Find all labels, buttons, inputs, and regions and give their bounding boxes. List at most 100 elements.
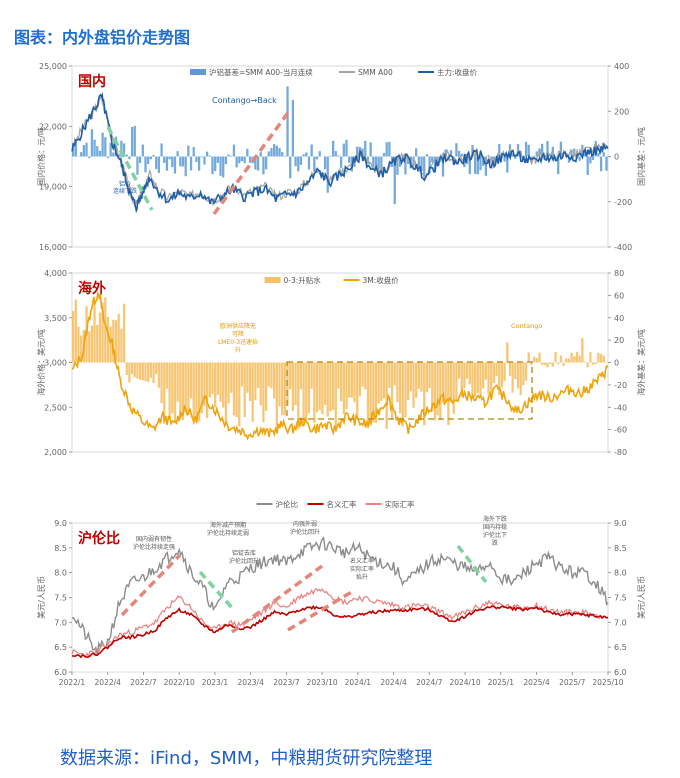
y-axis-title-right: 海外基差：美元/吨 [636, 329, 646, 396]
spread-bar [197, 362, 201, 422]
spread-bar [390, 362, 394, 420]
x-tick-label: 2022/7 [130, 678, 157, 687]
basis-bar [294, 156, 297, 167]
trend-arrow-ratio-down [198, 570, 236, 612]
spread-bar [471, 362, 474, 399]
x-tick-label: 2023/4 [237, 678, 264, 687]
basis-bar [498, 144, 501, 157]
basis-bar [506, 156, 509, 173]
spread-bar [559, 355, 563, 363]
spread-bar [490, 362, 493, 394]
y-tick-label-right: -400 [614, 243, 632, 252]
annotation-price-drop: 连续下跌 [113, 187, 137, 195]
annotation-destock: 沪伦比回升 [229, 557, 259, 565]
basis-bar [557, 156, 560, 175]
basis-bar [487, 155, 490, 157]
basis-bar [157, 156, 161, 173]
spread-bar [128, 362, 131, 383]
spread-bar [74, 299, 77, 363]
panel-label: 国内 [78, 73, 106, 90]
data-source-note: 数据来源：iFind，SMM，中粮期货研究院整理 [60, 748, 433, 769]
spread-bar [232, 362, 236, 416]
basis-bar [219, 156, 222, 176]
spread-bar [130, 362, 134, 375]
spread-bar [554, 351, 557, 363]
basis-bar [96, 146, 99, 157]
spread-bar [565, 358, 568, 363]
basis-bar [377, 156, 380, 170]
basis-bar [72, 143, 75, 157]
basis-bar [398, 156, 402, 167]
basis-bar [122, 143, 126, 157]
basis-bar [299, 156, 303, 165]
basis-bar [216, 156, 219, 163]
spread-bar [139, 362, 142, 380]
basis-bar [436, 156, 439, 160]
basis-bar [133, 125, 136, 157]
spread-bar [262, 362, 265, 423]
y-tick-label-left: 2,000 [44, 448, 67, 457]
basis-bar [203, 156, 206, 165]
basis-bar [125, 154, 128, 157]
spread-bar [401, 362, 404, 427]
y-tick-label-right: 40 [614, 314, 624, 323]
basis-bar [433, 156, 437, 173]
basis-bar [602, 152, 605, 157]
spread-bar [136, 362, 139, 379]
annotation-overseas-fall: 跌 [492, 539, 498, 547]
x-tick-label: 2022/1 [59, 678, 86, 687]
legend-label: 沪铝基差=SMM A00-当月连续 [209, 67, 313, 77]
spread-bar [155, 362, 158, 375]
basis-bar [340, 156, 343, 168]
legend-label: SMM A00 [358, 68, 393, 77]
basis-bar [449, 150, 453, 157]
basis-bar [128, 156, 131, 160]
spread-bar [447, 362, 450, 426]
spread-bar [179, 362, 182, 420]
legend-label: 沪伦比 [276, 499, 299, 509]
spread-bar [192, 362, 195, 425]
y-tick-label-right: 7.5 [614, 594, 627, 603]
basis-bar [385, 142, 388, 157]
spread-bar [219, 362, 222, 402]
x-tick-label: 2024/10 [449, 678, 480, 687]
spread-bar [173, 362, 177, 424]
spread-bar [264, 362, 268, 411]
basis-bar [474, 156, 477, 174]
x-tick-label: 2023/7 [273, 678, 300, 687]
basis-bar [415, 148, 418, 157]
spread-bar [208, 362, 211, 398]
spread-bar [90, 325, 94, 363]
spread-bar [227, 362, 230, 404]
basis-bar [173, 156, 177, 174]
basis-bar [248, 156, 252, 163]
spread-bar [441, 362, 445, 403]
basis-bar [460, 153, 463, 157]
y-axis-title-left: 海外价格：美元/吨 [36, 329, 46, 396]
spread-bar [407, 362, 410, 400]
nominal-fx-line [71, 604, 609, 659]
spread-bar [484, 362, 487, 380]
spread-bar [516, 362, 520, 389]
basis-bar [208, 155, 211, 157]
spread-bar [93, 304, 96, 363]
spread-bar [104, 297, 107, 363]
spread-bar [503, 362, 506, 381]
basis-bar [364, 140, 367, 157]
annotation-fx-rise: 抬升 [356, 573, 368, 581]
basis-bar [246, 148, 249, 157]
spread-bar [278, 362, 281, 407]
spread-bar [583, 361, 587, 363]
basis-bar [230, 155, 233, 157]
basis-bar [259, 152, 262, 157]
basis-bar [278, 147, 281, 157]
y-tick-label-left: 22,000 [39, 122, 67, 131]
spread-bar [374, 362, 378, 423]
legend-swatch [190, 69, 206, 75]
basis-bar [149, 156, 152, 160]
basis-bar [425, 154, 429, 157]
x-tick-label: 2022/10 [164, 678, 195, 687]
spread-bar [393, 362, 396, 386]
spread-bar [181, 362, 185, 421]
spread-bar [168, 362, 171, 420]
